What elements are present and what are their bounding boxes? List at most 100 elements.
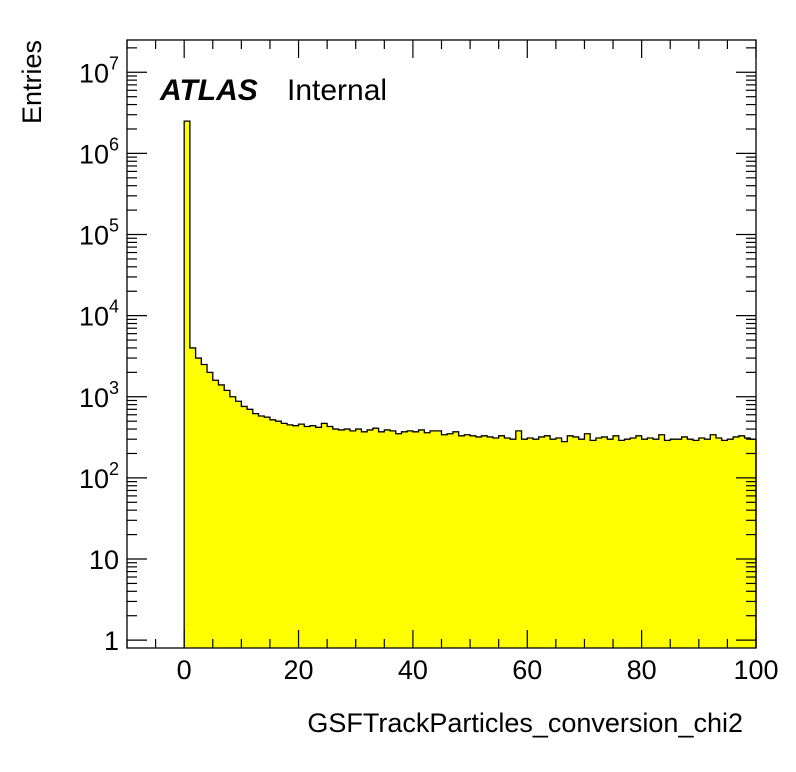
- y-tick-label: 102: [79, 459, 119, 494]
- histogram-bar: [412, 431, 420, 648]
- histogram-bar: [613, 435, 620, 648]
- histogram-bar: [487, 436, 494, 648]
- histogram-bar: [527, 438, 534, 648]
- histogram-bar: [630, 438, 637, 648]
- histogram-bar: [212, 380, 219, 648]
- histogram-bar: [550, 439, 557, 648]
- y-tick-label: 103: [79, 378, 119, 413]
- histogram-bar: [744, 438, 751, 648]
- histogram-bar: [573, 436, 580, 648]
- x-tick-label: 80: [627, 655, 657, 685]
- histogram-bar: [721, 440, 728, 648]
- histogram-bar: [607, 439, 614, 648]
- histogram-bar: [281, 423, 288, 648]
- histogram-bar: [304, 426, 311, 648]
- histogram-bar: [475, 436, 482, 648]
- histogram-bar: [532, 439, 540, 648]
- histogram-bar: [298, 424, 305, 648]
- x-tick-label: 40: [398, 655, 428, 685]
- x-tick-label: 0: [177, 655, 192, 685]
- histogram-bar: [595, 438, 603, 648]
- histogram-bar: [675, 439, 683, 648]
- histogram-bar: [315, 427, 322, 648]
- histogram-bar: [590, 440, 597, 648]
- histogram-bar: [710, 434, 717, 648]
- histogram-bar: [481, 435, 488, 648]
- histogram-bar: [258, 415, 265, 648]
- histogram-bar: [544, 435, 551, 648]
- y-tick-label: 106: [79, 134, 119, 169]
- y-tick-label: 105: [79, 216, 119, 251]
- histogram-bar: [361, 431, 368, 648]
- histogram-bar: [395, 433, 402, 648]
- histogram-bar: [452, 431, 460, 648]
- histogram-bar: [624, 439, 631, 648]
- histogram-bar: [384, 429, 391, 648]
- x-axis-title: GSFTrackParticles_conversion_chi2: [307, 708, 743, 738]
- histogram-bar: [538, 436, 545, 648]
- histogram-bar: [704, 439, 711, 648]
- histogram-bar: [447, 433, 454, 648]
- histogram-bar: [195, 358, 202, 648]
- x-tick-labels: 0 20 40 60 80 100: [177, 655, 779, 685]
- histogram-bar: [515, 430, 522, 648]
- histogram-bar: [201, 364, 208, 648]
- histogram-bar: [327, 426, 334, 648]
- histogram-bar: [750, 439, 757, 648]
- histogram-bar: [390, 430, 397, 648]
- histogram-bar: [733, 436, 740, 648]
- histogram-bar: [401, 431, 408, 648]
- histogram-bar: [470, 435, 477, 648]
- histogram-bar: [332, 429, 339, 648]
- axis-ticks: [126, 40, 757, 648]
- histogram-bar: [207, 372, 214, 648]
- histogram-bar: [641, 439, 648, 648]
- histogram-bar: [367, 429, 374, 648]
- histogram-bar: [510, 439, 517, 648]
- histogram-bar: [424, 432, 431, 648]
- histogram-bar: [252, 413, 259, 648]
- histogram-bar: [635, 435, 643, 648]
- histogram-bar: [492, 438, 500, 648]
- x-tick-label: 60: [512, 655, 542, 685]
- histogram-bar: [269, 419, 277, 648]
- histogram-bar: [521, 439, 528, 648]
- y-tick-label: 107: [79, 53, 119, 88]
- histogram-bar: [561, 441, 568, 648]
- histogram-bar: [430, 430, 437, 648]
- histogram-bar: [664, 440, 671, 648]
- histogram-bar: [653, 439, 660, 648]
- histogram-bar: [264, 417, 271, 648]
- histogram-bar: [338, 429, 345, 648]
- histogram-bar: [241, 406, 248, 648]
- atlas-label: ATLAS: [159, 74, 258, 107]
- histogram-bar: [458, 435, 465, 648]
- y-tick-label: 1: [104, 626, 119, 656]
- x-tick-label: 100: [733, 655, 778, 685]
- histogram-bar: [287, 424, 294, 648]
- histogram-bar: [555, 438, 562, 648]
- histogram-bar: [378, 431, 385, 648]
- y-tick-label: 104: [79, 297, 119, 332]
- histogram-bar: [235, 401, 242, 648]
- histogram-bar: [578, 439, 585, 648]
- histogram-bar: [693, 440, 700, 648]
- histogram-bar: [567, 435, 574, 648]
- histogram-bar: [229, 396, 237, 648]
- histogram-bar: [681, 436, 688, 648]
- histogram-bar: [715, 438, 723, 648]
- histogram-bar: [601, 436, 608, 648]
- histogram-bar: [498, 435, 505, 648]
- histogram-bar: [464, 434, 471, 648]
- histogram-bar: [189, 347, 197, 648]
- y-tick-labels: 1 10 102 103 104 105 106 107: [79, 53, 119, 656]
- histogram-bar: [247, 409, 254, 648]
- histogram-bar: [687, 439, 694, 648]
- histogram-bar: [670, 439, 677, 648]
- histogram-bar: [350, 430, 357, 648]
- histogram-outline: [183, 120, 757, 648]
- histogram-bar: [321, 423, 328, 648]
- histogram-bar: [292, 425, 299, 648]
- histogram-bar: [407, 430, 414, 648]
